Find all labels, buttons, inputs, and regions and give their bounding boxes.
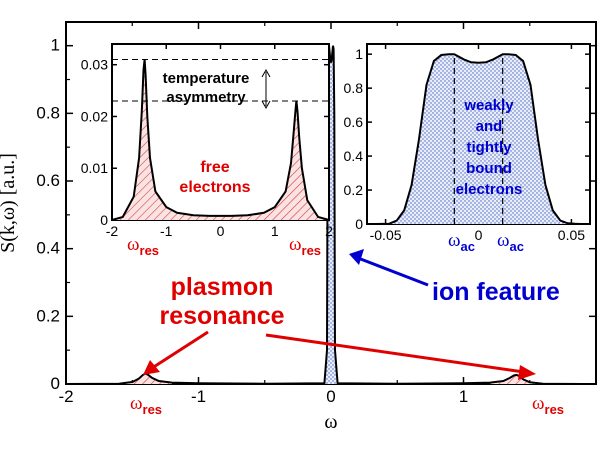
inset-left-xtick-label-3: 1	[271, 223, 279, 239]
main-ytick-label-4: 0.8	[36, 103, 60, 122]
inset-right-series	[376, 53, 581, 225]
inset-left-ticks: -2 -1 0 1 2 0 0.01 0.02 0.03	[81, 44, 333, 239]
label-free: free	[200, 159, 229, 176]
inset-left-reference-lines	[112, 59, 329, 102]
inset-left-series	[111, 59, 330, 221]
svg-text:ωres: ωres	[532, 393, 564, 417]
svg-text:ωac: ωac	[448, 230, 475, 254]
label-asymmetry: asymmetry	[166, 89, 246, 106]
label-bound: bound	[466, 160, 512, 177]
arrow-ion-feature	[349, 249, 429, 287]
inset-right-xtick-label-0: -0.05	[370, 227, 402, 243]
label-temperature: temperature	[163, 70, 250, 87]
main-ytick-label-0: 0	[51, 374, 60, 393]
label-weakly: weakly	[463, 97, 514, 114]
inset-right-ytick-label-3: 0.6	[344, 114, 364, 130]
omega-res-main-right: ωres	[532, 393, 564, 417]
inset-right-line	[376, 53, 581, 225]
omega-res-main-left: ωres	[130, 393, 162, 417]
omega-res-inset-left: ωres	[127, 234, 159, 258]
main-xtick-label-0: -2	[58, 387, 73, 406]
x-axis-label: ω	[324, 411, 337, 433]
inset-right-fill	[376, 54, 581, 225]
double-arrow	[261, 68, 271, 110]
label-free-electrons: electrons	[179, 179, 250, 196]
main-ticks: -2 -1 0 1 0 0.2 0.4 0.6 0.8 1	[36, 22, 596, 406]
arrow-plasmon-right	[265, 333, 536, 380]
inset-free-electrons: -2 -1 0 1 2 0 0.01 0.02 0.03 temperature asymmet…	[81, 43, 333, 239]
svg-text:ωres: ωres	[289, 234, 321, 258]
main-series-line	[66, 45, 583, 384]
inset-left-ytick-label-0: 0	[100, 212, 108, 228]
inset-left-ytick-label-2: 0.02	[81, 108, 108, 124]
inset-left-xtick-label-2: 0	[217, 223, 225, 239]
inset-right-ytick-label-5: 1	[355, 46, 363, 62]
inset-right-ytick-label-1: 0.2	[344, 182, 364, 198]
svg-text:ωac: ωac	[497, 230, 524, 254]
main-ytick-label-2: 0.4	[36, 239, 60, 258]
inset-right-reference-lines	[453, 54, 504, 224]
inset-left-ytick-label-1: 0.01	[81, 160, 108, 176]
inset-right-ytick-label-0: 0	[355, 216, 363, 232]
main-ytick-label-5: 1	[51, 36, 60, 55]
inset-right-ticks: -0.05 0 0.05 0 0.2 0.4 0.6 0.8 1	[344, 44, 590, 243]
label-electrons: electrons	[456, 181, 523, 198]
label-ion-feature: ion feature	[432, 278, 560, 306]
label-and: and	[476, 118, 503, 135]
inset-left-xtick-label-0: -2	[106, 223, 119, 239]
inset-left-ytick-label-3: 0.03	[81, 57, 108, 73]
y-axis-label: S(k,ω) [a.u.]	[0, 153, 19, 253]
label-plasmon: plasmon	[171, 273, 274, 301]
omega-ac-left: ωac	[448, 230, 475, 254]
main-ytick-label-1: 0.2	[36, 306, 60, 325]
label-tightly: tightly	[467, 139, 513, 156]
inset-left-xtick-label-1: -1	[160, 223, 173, 239]
main-xtick-label-2: 0	[326, 387, 335, 406]
inset-right-ytick-label-4: 0.8	[344, 80, 364, 96]
inset-left-line	[111, 59, 330, 221]
svg-text:ωres: ωres	[130, 393, 162, 417]
inset-bound-electrons: -0.05 0 0.05 0 0.2 0.4 0.6 0.8 1 weakly and tigh…	[344, 43, 591, 243]
inset-right-ytick-label-2: 0.4	[344, 148, 364, 164]
arrow-plasmon-left	[143, 330, 209, 375]
label-resonance: resonance	[159, 302, 284, 330]
inset-left-fill	[112, 59, 329, 220]
omega-ac-right: ωac	[497, 230, 524, 254]
inset-right-xtick-label-2: 0.05	[558, 227, 585, 243]
main-xtick-label-3: 1	[459, 387, 468, 406]
inset-right-xtick-label-1: 0	[475, 227, 483, 243]
omega-res-inset-right: ωres	[289, 234, 321, 258]
main-ytick-label-3: 0.6	[36, 171, 60, 190]
inset-left-xtick-label-4: 2	[325, 223, 333, 239]
main-xtick-label-1: -1	[191, 387, 206, 406]
svg-text:ωres: ωres	[127, 234, 159, 258]
